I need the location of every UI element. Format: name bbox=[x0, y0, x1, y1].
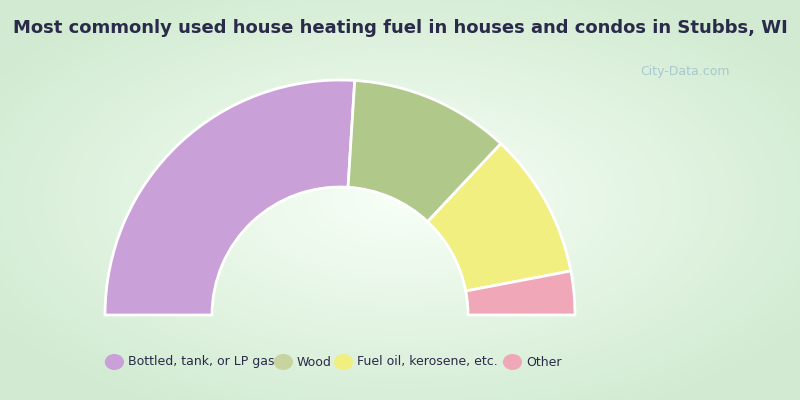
Wedge shape bbox=[466, 271, 575, 315]
Text: Bottled, tank, or LP gas: Bottled, tank, or LP gas bbox=[128, 356, 274, 368]
Text: Most commonly used house heating fuel in houses and condos in Stubbs, WI: Most commonly used house heating fuel in… bbox=[13, 19, 787, 37]
Text: Wood: Wood bbox=[297, 356, 332, 368]
Ellipse shape bbox=[105, 354, 124, 370]
Text: City-Data.com: City-Data.com bbox=[640, 66, 730, 78]
Text: Fuel oil, kerosene, etc.: Fuel oil, kerosene, etc. bbox=[357, 356, 498, 368]
Wedge shape bbox=[105, 80, 354, 315]
Ellipse shape bbox=[334, 354, 353, 370]
Ellipse shape bbox=[503, 354, 522, 370]
Wedge shape bbox=[348, 80, 501, 222]
Ellipse shape bbox=[274, 354, 293, 370]
Wedge shape bbox=[428, 144, 571, 291]
Text: Other: Other bbox=[526, 356, 562, 368]
